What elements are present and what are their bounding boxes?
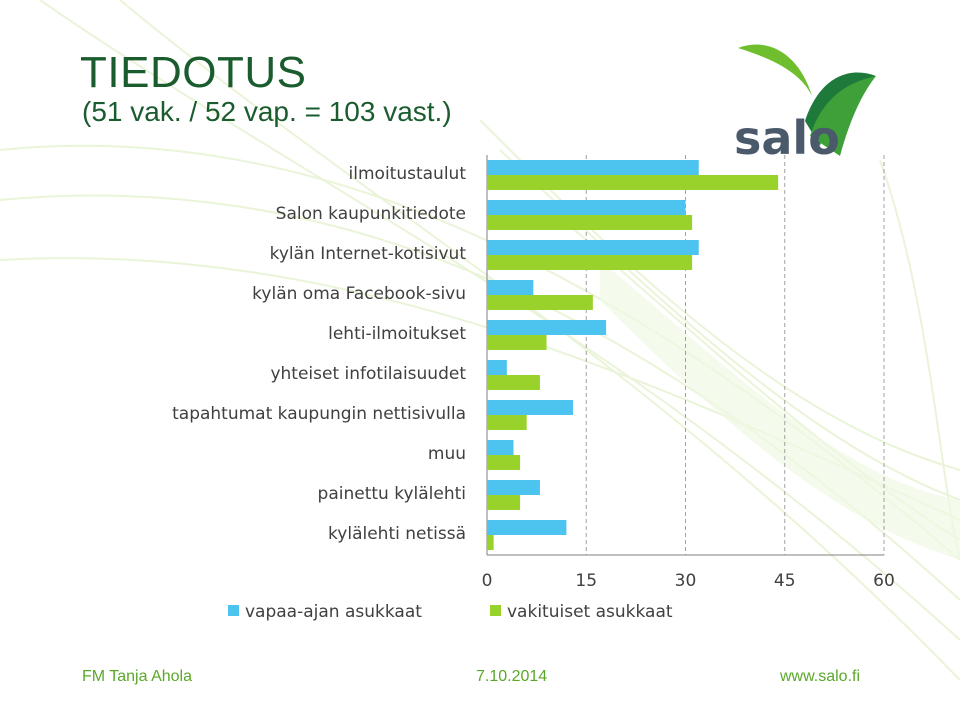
category-label: yhteiset infotilaisuudet: [270, 364, 466, 384]
tick-label: 45: [774, 571, 796, 591]
category-label: tapahtumat kaupungin nettisivulla: [172, 404, 466, 424]
legend-label-vapaa: vapaa-ajan asukkaat: [245, 602, 422, 622]
bar-vapaa: [487, 320, 607, 335]
bar-vapaa: [487, 360, 507, 375]
logo-text: salo: [734, 111, 840, 165]
tick-label: 15: [575, 571, 597, 591]
footer-url[interactable]: www.salo.fi: [780, 668, 861, 685]
tick-label: 60: [873, 571, 895, 591]
bar-vakituiset: [487, 295, 593, 310]
legend-label-vakituiset: vakituiset asukkaat: [507, 602, 673, 622]
bar-vakituiset: [487, 215, 693, 230]
bars: [487, 160, 779, 550]
legend-swatch-vakituiset: [490, 604, 501, 616]
bar-vapaa: [487, 440, 514, 455]
category-label: kylän oma Facebook-sivu: [252, 284, 466, 304]
bar-vakituiset: [487, 255, 693, 270]
bar-vakituiset: [487, 335, 547, 350]
category-label: ilmoitustaulut: [349, 164, 467, 184]
category-label: kylän Internet-kotisivut: [270, 244, 467, 264]
bar-vakituiset: [487, 415, 527, 430]
bar-vakituiset: [487, 375, 540, 390]
bar-vapaa: [487, 280, 534, 295]
footer-date: 7.10.2014: [476, 668, 548, 685]
category-label: Salon kaupunkitiedote: [276, 204, 466, 224]
tick-label: 0: [482, 571, 493, 591]
tick-labels: 0 15 30 45 60: [482, 571, 895, 591]
category-label: muu: [428, 444, 466, 464]
bar-vapaa: [487, 400, 574, 415]
bar-vapaa: [487, 480, 540, 495]
tick-label: 30: [675, 571, 697, 591]
category-label: lehti-ilmoitukset: [328, 324, 466, 344]
category-label: kylälehti netissä: [328, 524, 466, 544]
bar-vakituiset: [487, 175, 779, 190]
bar-vakituiset: [487, 455, 521, 470]
bar-vapaa: [487, 160, 699, 175]
legend-item-vapaa: vapaa-ajan asukkaat: [228, 602, 422, 622]
salo-logo: salo: [734, 44, 876, 165]
legend-item-vakituiset: vakituiset asukkaat: [490, 602, 673, 622]
bar-vapaa: [487, 240, 699, 255]
page-subtitle: (51 vak. / 52 vap. = 103 vast.): [82, 96, 452, 127]
category-labels: ilmoitustaulut Salon kaupunkitiedote kylän…: [172, 164, 466, 544]
page-title: TIEDOTUS: [80, 48, 307, 97]
bar-vakituiset: [487, 495, 521, 510]
bar-vapaa: [487, 200, 686, 215]
footer-author: FM Tanja Ahola: [82, 668, 192, 685]
legend-swatch-vapaa: [228, 604, 239, 616]
bar-vapaa: [487, 520, 567, 535]
bar-vakituiset: [487, 535, 494, 550]
category-label: painettu kylälehti: [318, 484, 466, 504]
